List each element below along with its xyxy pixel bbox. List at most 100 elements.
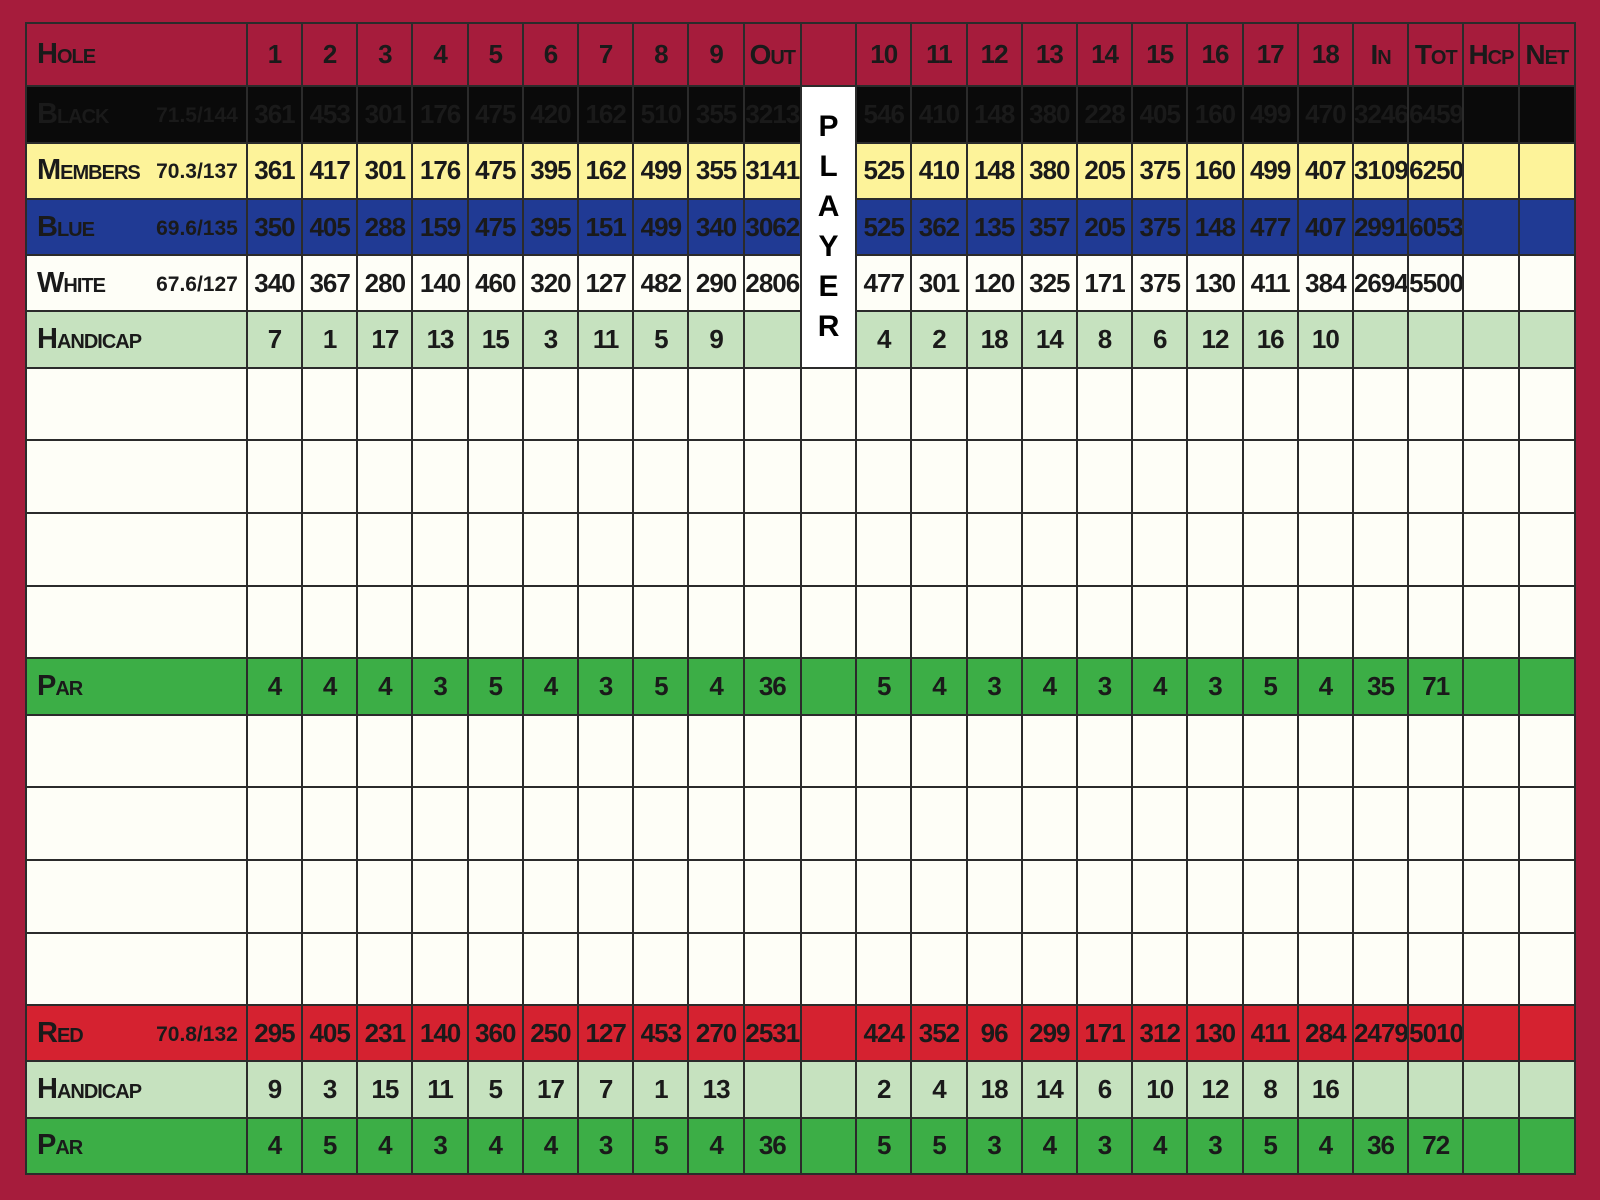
- score-cell[interactable]: [1407, 931, 1465, 1007]
- score-cell[interactable]: [1131, 366, 1189, 442]
- score-cell[interactable]: [687, 713, 745, 789]
- score-cell[interactable]: [466, 858, 524, 934]
- score-cell[interactable]: [1462, 713, 1520, 789]
- score-cell[interactable]: [411, 512, 469, 587]
- score-cell[interactable]: [742, 858, 802, 934]
- score-cell[interactable]: [742, 512, 802, 587]
- score-cell[interactable]: [1241, 931, 1299, 1007]
- score-cell[interactable]: [356, 931, 414, 1007]
- score-cell[interactable]: [855, 713, 913, 789]
- score-cell[interactable]: [742, 584, 802, 660]
- score-cell[interactable]: [1186, 439, 1244, 515]
- score-cell[interactable]: [25, 439, 248, 515]
- score-cell[interactable]: [1296, 584, 1354, 660]
- score-cell[interactable]: [1517, 366, 1577, 442]
- score-cell[interactable]: [25, 512, 248, 587]
- score-cell[interactable]: [521, 786, 580, 861]
- score-cell[interactable]: [1075, 931, 1134, 1007]
- score-cell[interactable]: [1186, 858, 1244, 934]
- score-cell[interactable]: [1020, 713, 1078, 789]
- score-cell[interactable]: [301, 786, 359, 861]
- score-cell[interactable]: [799, 439, 858, 515]
- score-cell[interactable]: [577, 366, 635, 442]
- score-cell[interactable]: [1241, 439, 1299, 515]
- score-cell[interactable]: [301, 713, 359, 789]
- score-cell[interactable]: [1296, 366, 1354, 442]
- score-cell[interactable]: [1462, 584, 1520, 660]
- score-cell[interactable]: [1020, 931, 1078, 1007]
- score-cell[interactable]: [245, 366, 304, 442]
- score-cell[interactable]: [301, 584, 359, 660]
- score-cell[interactable]: [1462, 786, 1520, 861]
- score-cell[interactable]: [245, 439, 304, 515]
- score-cell[interactable]: [687, 931, 745, 1007]
- score-cell[interactable]: [1517, 713, 1577, 789]
- score-cell[interactable]: [1296, 713, 1354, 789]
- score-cell[interactable]: [855, 584, 913, 660]
- score-cell[interactable]: [245, 931, 304, 1007]
- score-cell[interactable]: [1241, 858, 1299, 934]
- score-cell[interactable]: [1075, 786, 1134, 861]
- score-cell[interactable]: [965, 584, 1023, 660]
- score-cell[interactable]: [632, 366, 690, 442]
- score-cell[interactable]: [1407, 512, 1465, 587]
- score-cell[interactable]: [1517, 584, 1577, 660]
- score-cell[interactable]: [742, 439, 802, 515]
- score-cell[interactable]: [910, 366, 968, 442]
- score-cell[interactable]: [1075, 584, 1134, 660]
- score-cell[interactable]: [411, 931, 469, 1007]
- score-cell[interactable]: [1131, 584, 1189, 660]
- score-cell[interactable]: [1296, 786, 1354, 861]
- score-cell[interactable]: [1462, 439, 1520, 515]
- score-cell[interactable]: [521, 713, 580, 789]
- score-cell[interactable]: [1407, 713, 1465, 789]
- score-cell[interactable]: [356, 713, 414, 789]
- score-cell[interactable]: [577, 439, 635, 515]
- score-cell[interactable]: [411, 858, 469, 934]
- score-cell[interactable]: [577, 584, 635, 660]
- score-cell[interactable]: [855, 366, 913, 442]
- score-cell[interactable]: [632, 512, 690, 587]
- score-cell[interactable]: [1131, 439, 1189, 515]
- score-cell[interactable]: [1075, 439, 1134, 515]
- score-cell[interactable]: [1517, 512, 1577, 587]
- score-cell[interactable]: [521, 512, 580, 587]
- score-cell[interactable]: [1351, 439, 1410, 515]
- score-cell[interactable]: [1407, 858, 1465, 934]
- score-cell[interactable]: [1186, 713, 1244, 789]
- score-cell[interactable]: [910, 439, 968, 515]
- score-cell[interactable]: [910, 858, 968, 934]
- score-cell[interactable]: [855, 858, 913, 934]
- score-cell[interactable]: [965, 858, 1023, 934]
- score-cell[interactable]: [356, 858, 414, 934]
- score-cell[interactable]: [466, 366, 524, 442]
- score-cell[interactable]: [466, 439, 524, 515]
- score-cell[interactable]: [910, 512, 968, 587]
- score-cell[interactable]: [356, 512, 414, 587]
- score-cell[interactable]: [1517, 439, 1577, 515]
- score-cell[interactable]: [742, 713, 802, 789]
- score-cell[interactable]: [1407, 786, 1465, 861]
- score-cell[interactable]: [577, 858, 635, 934]
- score-cell[interactable]: [1462, 931, 1520, 1007]
- score-cell[interactable]: [1020, 786, 1078, 861]
- score-cell[interactable]: [1296, 439, 1354, 515]
- score-cell[interactable]: [687, 366, 745, 442]
- score-cell[interactable]: [910, 713, 968, 789]
- score-cell[interactable]: [742, 366, 802, 442]
- score-cell[interactable]: [356, 584, 414, 660]
- score-cell[interactable]: [965, 439, 1023, 515]
- score-cell[interactable]: [466, 584, 524, 660]
- score-cell[interactable]: [411, 366, 469, 442]
- score-cell[interactable]: [466, 713, 524, 789]
- score-cell[interactable]: [855, 439, 913, 515]
- score-cell[interactable]: [855, 931, 913, 1007]
- score-cell[interactable]: [356, 366, 414, 442]
- score-cell[interactable]: [1517, 786, 1577, 861]
- score-cell[interactable]: [1241, 786, 1299, 861]
- score-cell[interactable]: [411, 786, 469, 861]
- score-cell[interactable]: [1351, 512, 1410, 587]
- score-cell[interactable]: [301, 512, 359, 587]
- score-cell[interactable]: [25, 931, 248, 1007]
- score-cell[interactable]: [687, 512, 745, 587]
